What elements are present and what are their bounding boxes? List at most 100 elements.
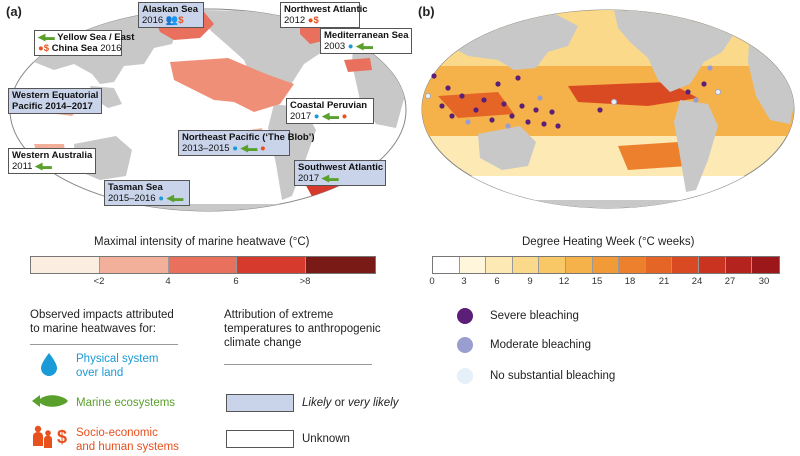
callout-tasman-sea: Tasman Sea 2015–2016 ● ◀▬ bbox=[104, 180, 190, 206]
likely-swatch bbox=[226, 394, 294, 412]
severe-bleaching-site bbox=[555, 123, 561, 129]
dhw-swatch bbox=[592, 257, 620, 273]
people-icon: ● bbox=[341, 111, 348, 122]
severe-bleaching-label: Severe bleaching bbox=[490, 310, 579, 322]
severe-bleaching-site bbox=[549, 109, 555, 115]
intensity-swatch-5 bbox=[306, 257, 375, 273]
heatwave-northeast-pacific bbox=[170, 58, 294, 112]
callout-northeast-pacific-blob: Northeast Pacific (‘The Blob’) 2013–2015… bbox=[178, 130, 315, 156]
likely-label: Likely or very likely bbox=[302, 397, 399, 409]
severe-bleaching-site bbox=[541, 121, 547, 127]
attribution-legend-heading: Attribution of extreme temperatures to a… bbox=[224, 309, 381, 349]
moderate-bleaching-site bbox=[465, 119, 471, 125]
dhw-swatch bbox=[645, 257, 673, 273]
moderate-bleaching-site bbox=[505, 123, 511, 129]
impacts-legend-divider bbox=[30, 344, 178, 345]
people-icon: ● bbox=[307, 15, 314, 26]
severe-bleaching-site bbox=[525, 119, 531, 125]
dhw-swatch bbox=[486, 257, 513, 273]
panel-a-label: (a) bbox=[6, 4, 22, 19]
dhw-hotspot-indian bbox=[438, 92, 514, 118]
unknown-swatch bbox=[226, 430, 294, 448]
severe-bleaching-site bbox=[473, 107, 479, 113]
moderate-bleaching-site bbox=[707, 65, 713, 71]
impacts-legend-heading: Observed impacts attributed to marine he… bbox=[30, 309, 174, 335]
severe-bleaching-site bbox=[515, 75, 521, 81]
dhw-tick: 21 bbox=[658, 276, 670, 287]
fish-icon: ◀▬ bbox=[38, 32, 55, 43]
dollar-icon: $ bbox=[43, 43, 50, 54]
severe-bleaching-site bbox=[445, 85, 451, 91]
moderate-bleaching-dot bbox=[457, 337, 473, 353]
attribution-legend-divider bbox=[224, 364, 372, 365]
dhw-swatch bbox=[565, 257, 593, 273]
severe-bleaching-site bbox=[449, 113, 455, 119]
severe-bleaching-site bbox=[533, 107, 539, 113]
severe-bleaching-site bbox=[701, 81, 707, 87]
unknown-label: Unknown bbox=[302, 433, 350, 445]
fish-icon bbox=[32, 395, 68, 407]
intensity-tick: <2 bbox=[93, 276, 105, 287]
callout-alaskan-sea: Alaskan Sea 2016 👥$ bbox=[138, 2, 204, 29]
fish-icon: ◀▬ bbox=[321, 173, 339, 184]
impact-socio-label: Socio-economic and human systems bbox=[76, 427, 179, 453]
dhw-swatch bbox=[459, 257, 487, 273]
north-america-landmass-b bbox=[614, 10, 734, 92]
south-america-landmass bbox=[268, 104, 316, 200]
callout-northwest-atlantic: Northwest Atlantic 2012 ●$ bbox=[280, 2, 368, 28]
dhw-tick: 12 bbox=[558, 276, 570, 287]
dhw-tick: 6 bbox=[494, 276, 500, 287]
legend-a-title: Maximal intensity of marine heatwave (°C… bbox=[94, 236, 310, 248]
water-drop-icon bbox=[41, 353, 57, 376]
intensity-tick: >8 bbox=[299, 276, 311, 287]
intensity-swatch-4 bbox=[237, 257, 307, 273]
moderate-bleaching-site bbox=[693, 97, 699, 103]
dhw-swatch bbox=[539, 257, 566, 273]
intensity-swatch-1 bbox=[31, 257, 100, 273]
intensity-swatch-3 bbox=[168, 257, 238, 273]
dhw-swatch bbox=[752, 257, 779, 273]
severe-bleaching-site bbox=[509, 113, 515, 119]
dhw-swatch bbox=[698, 257, 726, 273]
no-bleaching-dot bbox=[457, 368, 473, 384]
dollar-icon: $ bbox=[178, 15, 184, 27]
no-bleaching-site bbox=[610, 98, 618, 106]
dhw-tick: 9 bbox=[527, 276, 533, 287]
severe-bleaching-site bbox=[597, 107, 603, 113]
intensity-swatch-2 bbox=[99, 257, 169, 273]
impact-physical-label: Physical system over land bbox=[76, 353, 159, 379]
severe-bleaching-dot bbox=[457, 308, 473, 324]
dhw-hotspot-pacific bbox=[568, 82, 698, 106]
antarctica-landmass bbox=[24, 204, 394, 211]
dhw-swatch bbox=[619, 257, 646, 273]
degree-heating-week-colorbar bbox=[432, 256, 780, 274]
callout-western-equatorial-pacific: Western Equatorial Pacific 2014–2017 bbox=[8, 88, 102, 114]
severe-bleaching-site bbox=[519, 103, 525, 109]
severe-bleaching-site bbox=[431, 73, 437, 79]
people-icon: ● bbox=[260, 143, 266, 154]
severe-bleaching-site bbox=[481, 97, 487, 103]
no-bleaching-site bbox=[424, 92, 432, 100]
callout-mediterranean-sea: Mediterranean Sea 2003 ● ◀▬ bbox=[320, 28, 412, 54]
dollar-icon: $ bbox=[313, 15, 319, 26]
panel-b-label: (b) bbox=[418, 4, 435, 19]
water-drop-icon: ● bbox=[232, 143, 238, 154]
callout-southwest-atlantic: Southwest Atlantic 2017 ◀▬ bbox=[294, 160, 386, 186]
water-drop-icon: ● bbox=[313, 111, 320, 122]
severe-bleaching-site bbox=[459, 93, 465, 99]
severe-bleaching-site bbox=[489, 117, 495, 123]
no-bleaching-label: No substantial bleaching bbox=[490, 370, 616, 382]
no-bleaching-site bbox=[714, 88, 722, 96]
severe-bleaching-site bbox=[685, 89, 691, 95]
fish-icon: ◀▬ bbox=[356, 41, 373, 52]
dhw-swatch bbox=[512, 257, 540, 273]
fish-icon: ◀▬ bbox=[322, 111, 339, 122]
south-america-landmass-b bbox=[674, 100, 718, 192]
callout-western-australia: Western Australia 2011 ◀▬ bbox=[8, 148, 96, 174]
dhw-tick: 24 bbox=[691, 276, 703, 287]
degree-heating-week-map bbox=[421, 9, 795, 209]
dhw-swatch bbox=[725, 257, 753, 273]
water-drop-icon: ● bbox=[158, 193, 164, 204]
severe-bleaching-site bbox=[439, 103, 445, 109]
moderate-bleaching-label: Moderate bleaching bbox=[490, 339, 592, 351]
